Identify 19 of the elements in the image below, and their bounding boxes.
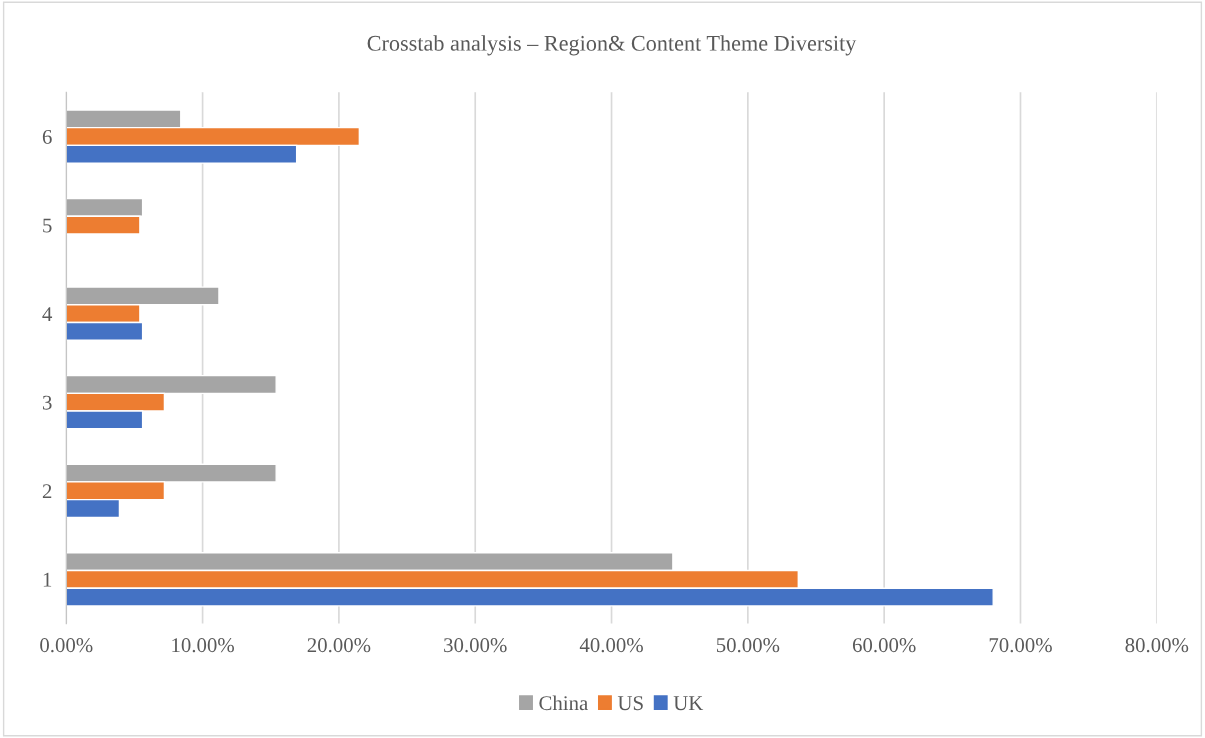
x-tick-label: 0.00% [40, 638, 93, 653]
legend-label: UK [673, 696, 704, 711]
y-tick-label: 6 [42, 129, 52, 144]
x-tick-label: 20.00% [307, 638, 371, 653]
chart-title: Crosstab analysis – Region& Content Theme Diversity [367, 35, 857, 56]
x-tick-label: 60.00% [852, 638, 916, 653]
legend-label: China [539, 695, 588, 711]
x-tick-label: 70.00% [989, 638, 1052, 653]
x-tick-label: 10.00% [172, 638, 234, 653]
x-tick-label: 40.00% [579, 638, 643, 653]
x-tick-label: 50.00% [716, 638, 780, 653]
x-tick-label: 30.00% [444, 638, 507, 653]
y-tick-label: 1 [43, 572, 52, 587]
y-tick-label: 4 [42, 307, 53, 321]
y-tick-label: 2 [42, 484, 52, 498]
x-tick-label: 80.00% [1125, 638, 1189, 653]
legend-label: US [617, 696, 643, 711]
y-tick-label: 5 [43, 218, 52, 233]
y-tick-label: 3 [42, 395, 52, 410]
